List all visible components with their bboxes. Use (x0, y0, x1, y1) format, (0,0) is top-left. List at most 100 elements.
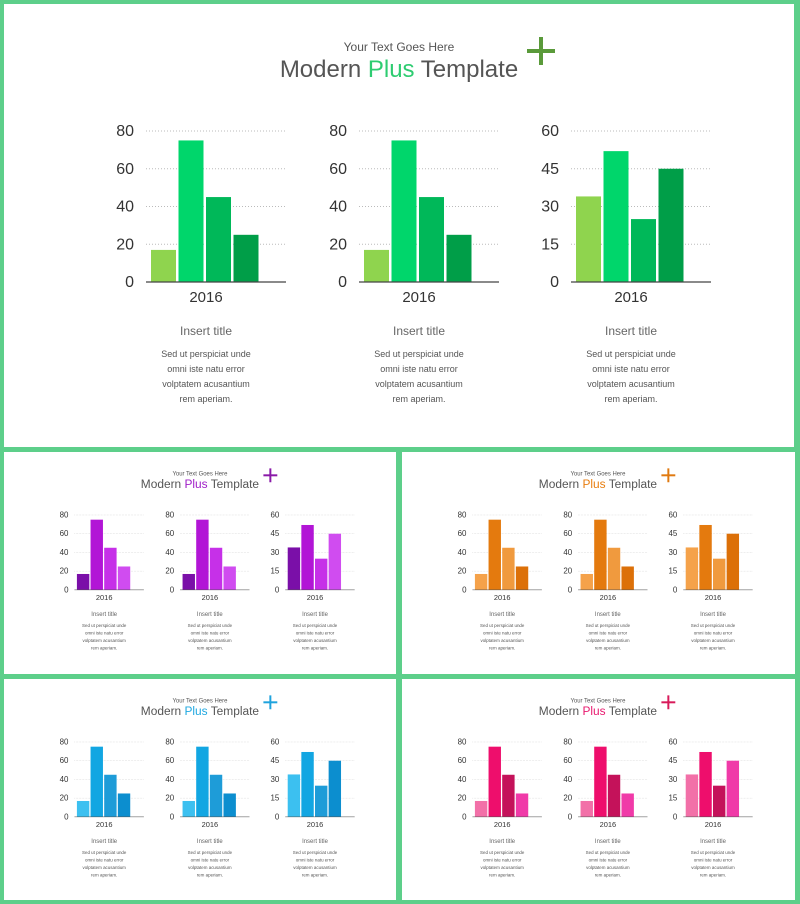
y-tick-label: 0 (125, 274, 134, 291)
y-tick-label: 0 (550, 274, 559, 291)
bar (502, 547, 515, 590)
panel-title: Insert title (604, 324, 658, 338)
bar (196, 746, 209, 817)
title-accent: Plus (184, 704, 208, 719)
y-tick-label: 40 (165, 548, 174, 557)
panel-title: Insert title (700, 610, 726, 618)
y-tick-label: 80 (563, 510, 572, 519)
panel-title: Insert title (392, 324, 446, 338)
y-tick-label: 20 (458, 567, 467, 576)
y-tick-label: 20 (563, 567, 572, 576)
y-tick-label: 60 (60, 529, 69, 538)
bar (685, 547, 699, 590)
y-tick-label: 80 (563, 737, 572, 746)
bar (631, 219, 656, 282)
bar (151, 249, 176, 282)
bar (117, 793, 131, 817)
y-tick-label: 0 (462, 812, 467, 821)
y-tick-label: 20 (116, 236, 134, 253)
y-tick-label: 60 (668, 737, 677, 746)
y-tick-label: 45 (541, 161, 559, 178)
category-label: 2016 (494, 820, 511, 829)
category-label: 2016 (96, 593, 113, 602)
panel-body-line: omni iste natu error (693, 630, 733, 636)
y-tick-label: 0 (462, 585, 467, 594)
y-tick-label: 0 (568, 812, 573, 821)
panel-body-line: omni iste natu error (190, 630, 230, 636)
panel-body: Sed ut perspiciat unde omni iste natu err… (69, 622, 138, 652)
bar (607, 547, 621, 590)
panel-body-line: Sed ut perspiciat unde (585, 623, 631, 629)
y-tick-label: 40 (116, 199, 134, 216)
panel-body-line: omni iste natu error (167, 364, 245, 374)
slide-subtitle: Your Text Goes Here (570, 696, 626, 704)
slide-orange: Your Text Goes Here Modern Plus Template 0… (402, 452, 795, 674)
y-tick-label: 45 (270, 756, 279, 765)
y-tick-label: 80 (458, 510, 467, 519)
bar (328, 760, 342, 817)
bar (209, 547, 223, 590)
y-tick-label: 0 (64, 585, 69, 594)
panel-body: Sed ut perspiciat unde omni iste natu err… (573, 622, 642, 652)
panel-body-line: Sed ut perspiciat unde (292, 850, 338, 856)
y-tick-label: 40 (60, 775, 69, 784)
bar (90, 519, 103, 590)
y-tick-label: 60 (270, 510, 279, 519)
y-tick-label: 60 (668, 510, 677, 519)
bar (76, 573, 90, 590)
bar (515, 793, 529, 817)
bar-chart: 0 15 30 45 60 2016 (541, 123, 711, 306)
bar-chart: 0 20 40 60 80 2016 (458, 737, 542, 829)
slide-title: Modern Plus Template (402, 478, 794, 492)
bar (206, 197, 231, 282)
y-tick-label: 20 (60, 567, 69, 576)
slide-purple: Your Text Goes Here Modern Plus Template 0… (4, 452, 396, 674)
bar (621, 566, 634, 590)
title-accent: Plus (582, 477, 606, 492)
bar-chart: 0 20 40 60 80 2016 (60, 510, 144, 602)
category-label: 2016 (600, 593, 617, 602)
bar (328, 533, 342, 590)
y-tick-label: 20 (60, 794, 69, 803)
panel-body-line: rem aperiam. (699, 645, 727, 651)
panel-title: Insert title (91, 837, 118, 845)
bar-chart: 0 15 30 45 60 2016 (270, 737, 355, 829)
bar (594, 519, 607, 590)
panel-body-line: omni iste natu error (295, 630, 335, 636)
plus-icon (661, 695, 676, 710)
bar (607, 774, 621, 817)
bar (621, 793, 634, 817)
panel-body-line: volptatem acusantium (82, 865, 126, 870)
bar (699, 524, 712, 590)
bar (712, 785, 726, 817)
y-tick-label: 30 (270, 548, 279, 557)
category-label: 2016 (307, 820, 324, 829)
y-tick-label: 60 (165, 529, 174, 538)
y-tick-label: 60 (458, 529, 467, 538)
charts: 0 20 40 60 80 2016 0 20 40 60 80 2016 0 15 30 45 60 2016 (458, 737, 753, 829)
panel-body-line: volptatem acusantium (691, 638, 735, 643)
bar (488, 746, 501, 817)
slide-subtitle: Your Text Goes Here (570, 469, 626, 477)
y-tick-label: 0 (673, 585, 678, 594)
bar (658, 168, 684, 282)
y-tick-label: 60 (116, 161, 134, 178)
panel-body-line: Sed ut perspiciat unde (586, 349, 676, 359)
panel-body-line: omni iste natu error (380, 364, 458, 374)
panel-title: Insert title (196, 610, 223, 618)
bar-chart: 0 20 40 60 80 2016 (329, 123, 499, 306)
bar (314, 558, 328, 590)
plus-icon (263, 695, 278, 710)
y-tick-label: 80 (329, 123, 347, 140)
y-tick-label: 15 (668, 794, 677, 803)
bar (391, 140, 417, 282)
y-tick-label: 15 (668, 567, 677, 576)
panel-title: Insert title (594, 837, 621, 845)
panel-body-line: Sed ut perspiciat unde (479, 850, 525, 856)
panel-body-line: rem aperiam. (196, 872, 223, 878)
category-label: 2016 (96, 820, 113, 829)
y-tick-label: 40 (563, 548, 572, 557)
bar (474, 800, 488, 817)
slide-title: Modern Plus Template (4, 705, 396, 719)
title-text: Template (605, 477, 658, 492)
